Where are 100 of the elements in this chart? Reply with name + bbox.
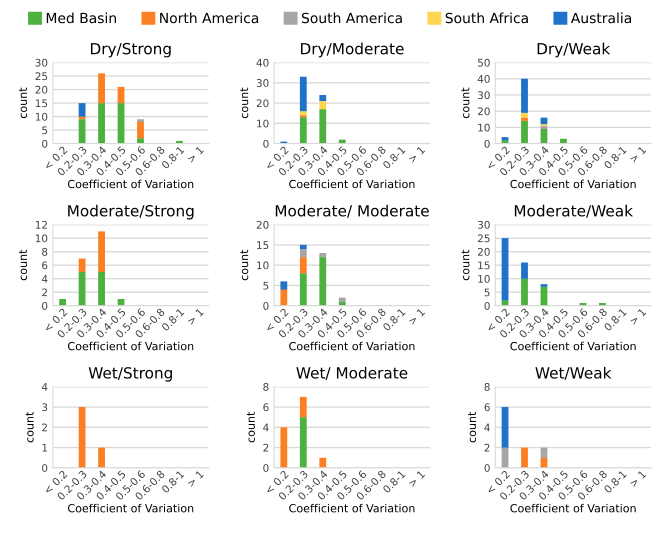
x-tick-label: > 1 (186, 308, 204, 326)
bar (521, 448, 528, 468)
bar (98, 272, 105, 306)
bar (319, 253, 326, 258)
chart-title: Wet/Strong (88, 367, 172, 382)
bar (502, 448, 508, 468)
y-tick-label: 0 (263, 302, 269, 310)
x-axis-title: Coefficient of Variation (68, 342, 194, 350)
bar (137, 119, 144, 122)
chart-title: Dry/Weak (538, 42, 610, 58)
bar (540, 129, 548, 144)
y-tick-label: 10 (478, 124, 490, 132)
bar (78, 272, 86, 306)
y-tick-label: 6 (42, 261, 48, 270)
bar (319, 257, 326, 306)
bar (118, 298, 124, 306)
y-tick-label: 12 (36, 220, 47, 229)
bar (319, 101, 326, 110)
y-tick-label: 0 (42, 140, 48, 148)
bar (98, 231, 105, 272)
y-tick-label: 2 (42, 424, 47, 432)
y-tick-label: 20 (36, 86, 48, 94)
x-axis-title: Coefficient of Variation (68, 180, 194, 188)
bar (78, 258, 86, 272)
bar (300, 248, 307, 258)
bar (300, 117, 307, 144)
y-tick-label: 40 (256, 58, 269, 67)
bar (540, 118, 548, 124)
y-tick-label: 15 (36, 99, 48, 108)
y-tick-label: 30 (36, 58, 48, 67)
bar (137, 122, 144, 138)
y-tick-label: 1 (42, 444, 48, 452)
y-tick-label: 20 (478, 107, 490, 116)
bar (300, 417, 307, 468)
bar (540, 126, 548, 130)
bar (280, 427, 288, 468)
y-tick-label: 20 (256, 99, 269, 108)
bar (59, 298, 66, 306)
y-tick-label: 4 (42, 383, 48, 391)
bar (521, 118, 528, 121)
x-axis-title: Coefficient of Variation (289, 342, 414, 350)
bar (137, 138, 144, 144)
y-tick-label: 8 (263, 383, 269, 391)
y-tick-label: 5 (263, 282, 268, 290)
y-tick-label: 30 (478, 91, 490, 100)
bar (300, 111, 307, 116)
bar (78, 119, 86, 144)
bar (521, 78, 528, 113)
x-axis-title: Coefficient of Variation (510, 504, 636, 512)
bar (502, 407, 508, 448)
y-axis-title: count (246, 412, 255, 442)
y-tick-label: 2 (484, 444, 490, 452)
y-tick-label: 10 (36, 112, 48, 121)
y-tick-label: 25 (478, 234, 490, 242)
bar (98, 73, 105, 104)
bar (540, 458, 548, 468)
bar (540, 448, 548, 458)
x-tick-label: > 1 (408, 470, 426, 488)
x-axis-title: Coefficient of Variation (68, 504, 194, 512)
y-tick-label: 0 (484, 302, 490, 310)
x-tick-label: > 1 (186, 146, 204, 164)
bar (521, 112, 528, 118)
x-axis-title: Coefficient of Variation (289, 180, 414, 188)
chart-title: Moderate/ Moderate (276, 204, 429, 218)
y-axis-title: count (240, 88, 248, 118)
y-tick-label: 2 (263, 444, 268, 452)
bar (280, 290, 288, 306)
bar (280, 281, 288, 290)
y-tick-label: 40 (478, 75, 490, 83)
y-axis-title: count (462, 250, 470, 280)
chart-title: Wet/Weak (535, 366, 612, 380)
x-tick-label: > 1 (408, 146, 426, 164)
bar (78, 103, 86, 117)
y-tick-label: 20 (478, 248, 490, 256)
legend-label: South America (302, 12, 402, 24)
bar (521, 120, 528, 144)
chart-title: Dry/Strong (90, 42, 171, 58)
bar (300, 244, 307, 249)
y-tick-label: 0 (42, 464, 48, 472)
y-tick-label: 20 (256, 220, 269, 229)
bar (540, 284, 548, 287)
bar (319, 458, 326, 468)
bar (78, 116, 86, 120)
y-tick-label: 5 (484, 288, 490, 296)
chart-title: Moderate/Strong (68, 204, 194, 220)
bar (540, 286, 548, 306)
y-tick-label: 5 (42, 126, 48, 134)
y-tick-label: 25 (36, 72, 48, 80)
y-tick-label: 10 (257, 261, 269, 270)
y-tick-label: 10 (257, 120, 269, 128)
chart-title: Moderate/Weak (514, 204, 633, 218)
bar (502, 238, 508, 300)
y-tick-label: 10 (36, 234, 48, 242)
y-tick-label: 8 (484, 383, 490, 391)
chart-title: Dry/Moderate (301, 42, 404, 58)
x-axis-title: Coefficient of Variation (510, 342, 636, 350)
y-tick-label: 15 (257, 241, 268, 250)
bar (502, 137, 508, 140)
y-tick-label: 8 (42, 248, 48, 256)
x-axis-title: Coefficient of Variation (289, 504, 414, 512)
